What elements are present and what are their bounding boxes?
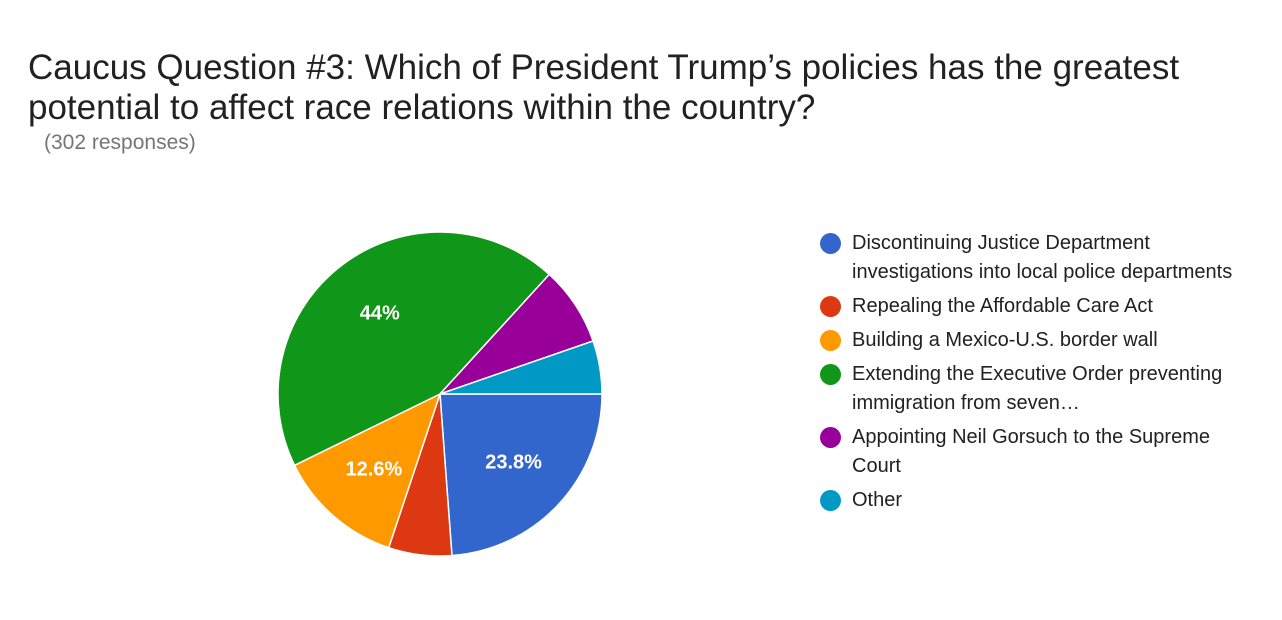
legend-label-0: Discontinuing Justice Department investi… [852,232,1233,283]
legend-swatch-5 [820,490,841,511]
pie-slice-label-2: 12.6% [346,459,403,481]
legend-item-5: Other [820,486,1240,515]
response-count: (302 responses) [44,131,196,154]
pie-slice-labels: 23.8% 12.6% 44% [346,303,543,481]
legend-item-3: Extending the Executive Order preventing… [820,360,1240,418]
pie-slice-0 [439,393,603,557]
chart-legend: Discontinuing Justice Department investi… [820,229,1240,520]
pie-slices [277,231,603,557]
legend-swatch-0 [820,233,841,254]
legend-label-4: Appointing Neil Gorsuch to the Supreme C… [852,426,1210,477]
legend-swatch-4 [820,427,841,448]
chart-title: Caucus Question #3: Which of President T… [28,48,1180,127]
legend-swatch-3 [820,364,841,385]
legend-item-1: Repealing the Affordable Care Act [820,292,1240,321]
legend-label-3: Extending the Executive Order preventing… [852,363,1223,414]
legend-label-1: Repealing the Affordable Care Act [852,295,1153,317]
legend-swatch-1 [820,296,841,317]
pie-slice-label-0: 23.8% [485,451,542,473]
legend-item-2: Building a Mexico-U.S. border wall [820,326,1240,355]
legend-label-2: Building a Mexico-U.S. border wall [852,329,1158,351]
pie-slice-label-3: 44% [360,303,400,325]
pie-slice-5 [439,340,603,395]
legend-swatch-2 [820,330,841,351]
legend-item-0: Discontinuing Justice Department investi… [820,229,1240,287]
pie-slice-3 [277,231,551,467]
legend-item-4: Appointing Neil Gorsuch to the Supreme C… [820,423,1240,481]
pie-slice-2 [293,392,442,549]
legend-label-5: Other [852,489,903,511]
